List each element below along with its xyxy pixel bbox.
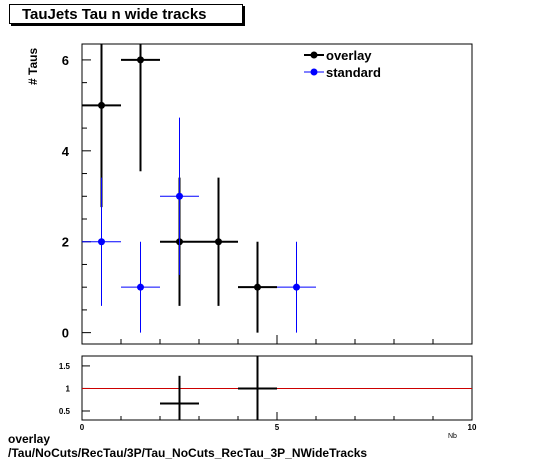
ratio-y-tick-label: 1 bbox=[66, 384, 71, 393]
ratio-x-axis: 0 5 10 bbox=[80, 412, 477, 432]
overlay-data-point bbox=[98, 101, 105, 109]
ratio-y-tick-label: 0.5 bbox=[59, 407, 71, 416]
chart-title: TauJets Tau n wide tracks bbox=[9, 4, 243, 24]
footer-path: /Tau/NoCuts/RecTau/3P/Tau_NoCuts_RecTau_… bbox=[8, 446, 368, 460]
main-x-axis bbox=[81, 335, 473, 344]
y-tick-label: 0 bbox=[62, 326, 69, 341]
ratio-x-axis-label: Nb bbox=[448, 433, 457, 440]
ratio-x-tick-label: 0 bbox=[80, 423, 85, 432]
legend: overlay standard bbox=[304, 48, 381, 80]
standard-data-point bbox=[98, 238, 105, 246]
legend-standard-marker bbox=[310, 68, 318, 76]
legend-standard-label: standard bbox=[326, 65, 381, 80]
y-tick-label: 2 bbox=[62, 235, 69, 250]
legend-overlay-label: overlay bbox=[326, 48, 372, 63]
standard-data-point bbox=[293, 283, 300, 291]
ratio-x-tick-label: 10 bbox=[468, 423, 477, 432]
standard-data-point bbox=[176, 192, 183, 200]
main-series bbox=[82, 44, 316, 333]
ratio-points bbox=[160, 356, 277, 420]
legend-overlay-marker bbox=[310, 51, 318, 59]
overlay-data-point bbox=[254, 283, 261, 291]
y-tick-label: 4 bbox=[62, 144, 70, 159]
ratio-y-tick-label: 1.5 bbox=[59, 362, 71, 371]
overlay-data-point bbox=[215, 238, 222, 246]
series-standard bbox=[82, 117, 316, 333]
y-tick-label: 6 bbox=[62, 53, 69, 68]
y-axis-label: # Taus bbox=[26, 48, 40, 85]
overlay-data-point bbox=[137, 56, 144, 64]
footer-label: overlay bbox=[8, 432, 51, 446]
main-y-axis: 0 2 4 6 bbox=[62, 53, 91, 341]
standard-data-point bbox=[137, 283, 144, 291]
ratio-x-tick-label: 5 bbox=[275, 423, 280, 432]
